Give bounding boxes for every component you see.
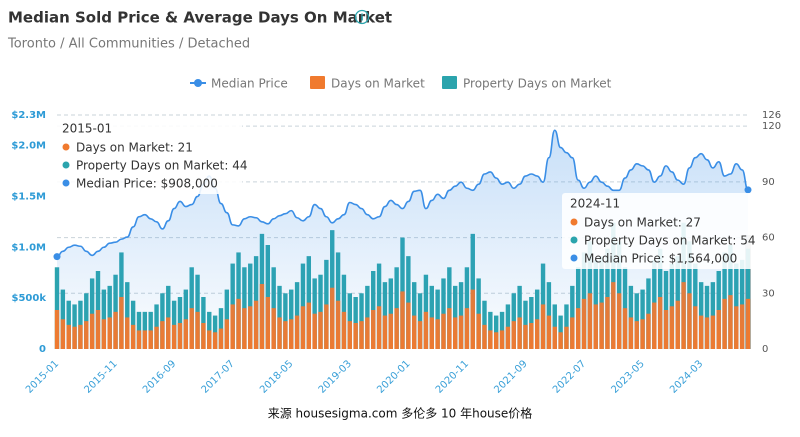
x-tick-label: 2023-05: [610, 358, 647, 395]
tooltip-dot: [62, 143, 70, 151]
tooltip-item: Days on Market: 21: [76, 141, 193, 155]
tooltip-item: Property Days on Market: 54: [584, 234, 756, 248]
price-point: [53, 253, 61, 261]
info-icon-glyph: i: [360, 14, 363, 24]
tooltip-dot: [62, 179, 70, 187]
legend-swatch: [310, 76, 325, 89]
legend-swatch: [194, 79, 202, 87]
x-tick-label: 2024-03: [668, 358, 705, 395]
tooltip-dot: [570, 254, 578, 262]
x-tick-label: 2017-07: [200, 358, 237, 395]
y-tick-label: $1.5M: [11, 191, 46, 202]
tooltip-box: [54, 118, 242, 194]
x-tick-label: 2018-05: [258, 358, 295, 395]
y2-tick-label: 120: [762, 121, 781, 132]
y-tick-label: 0: [39, 344, 46, 355]
price-point: [744, 186, 752, 194]
tooltip-dot: [570, 236, 578, 244]
tooltip-title: 2024-11: [570, 197, 620, 211]
y2-tick-label: 0: [762, 344, 768, 355]
x-tick-label: 2021-09: [492, 358, 529, 395]
y-tick-label: $500k: [12, 293, 47, 304]
x-tick-label: 2015-11: [82, 358, 119, 395]
price-line: [56, 129, 749, 258]
tooltip-dot: [570, 218, 578, 226]
x-tick-label: 2015-01: [24, 358, 61, 395]
y-tick-label: $2.0M: [11, 141, 46, 152]
tooltip-item: Median Price: $908,000: [76, 177, 218, 191]
legend-label: Property Days on Market: [463, 77, 612, 91]
tooltip-dot: [62, 161, 70, 169]
y2-tick-label: 90: [762, 177, 775, 188]
source-note: 来源 housesigma.com 多伦多 10 年house价格: [268, 406, 533, 421]
tooltip-box: [562, 193, 754, 269]
chart-title: Median Sold Price & Average Days On Mark…: [8, 9, 392, 27]
x-tick-label: 2020-01: [375, 358, 412, 395]
y2-tick-label: 30: [762, 288, 775, 299]
tooltip-title: 2015-01: [62, 122, 112, 136]
y-tick-label: $1.0M: [11, 242, 46, 253]
price-area: [57, 130, 748, 349]
chart-subtitle: Toronto / All Communities / Detached: [7, 37, 250, 52]
y-tick-label: $2.3M: [11, 110, 46, 121]
tooltip-item: Property Days on Market: 44: [76, 159, 248, 173]
legend-label: Days on Market: [331, 77, 425, 91]
tooltip-item: Median Price: $1,564,000: [584, 252, 737, 266]
y2-tick-label: 60: [762, 233, 775, 244]
info-icon[interactable]: [354, 9, 370, 25]
x-tick-label: 2022-07: [551, 358, 588, 395]
x-tick-label: 2016-09: [141, 358, 178, 395]
x-tick-label: 2020-11: [434, 358, 471, 395]
legend-label: Median Price: [211, 77, 288, 91]
tooltip-item: Days on Market: 27: [584, 216, 701, 230]
legend-swatch: [442, 76, 457, 89]
x-tick-label: 2019-03: [317, 358, 354, 395]
y2-tick-label: 126: [762, 110, 781, 121]
